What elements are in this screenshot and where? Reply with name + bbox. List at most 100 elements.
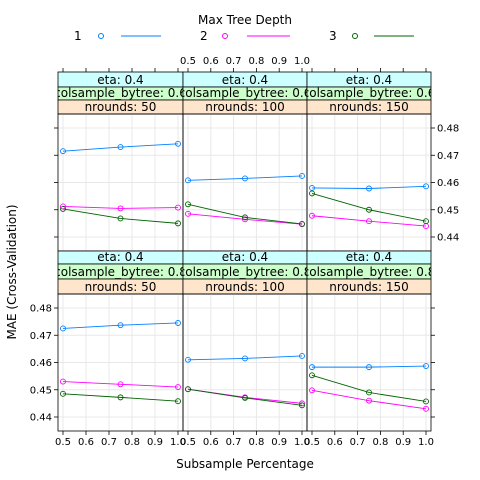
data-point-3 (423, 398, 429, 405)
series-line-1 (187, 175, 303, 181)
series-line-2 (187, 388, 303, 404)
data-point-2 (242, 216, 248, 223)
strip-eta-label: eta: 0.4 (222, 250, 268, 264)
strip-nrounds-label: nrounds: 150 (329, 280, 408, 294)
data-point-3 (117, 215, 124, 222)
data-point-3 (242, 394, 248, 401)
data-point-2 (117, 205, 124, 212)
y-tick-label: 0.46 (30, 358, 52, 369)
data-point-3 (185, 201, 191, 208)
x-axis-label: Subsample Percentage (176, 457, 314, 471)
x-tick-label: 0.9 (271, 56, 287, 67)
data-point-3 (366, 206, 372, 213)
data-point-3 (299, 402, 305, 409)
series-line-2 (311, 215, 427, 227)
data-point-2 (60, 378, 66, 385)
data-point-3 (366, 389, 372, 396)
data-point-2 (309, 212, 315, 219)
data-point-1 (309, 364, 315, 371)
series-line-1 (187, 355, 303, 361)
x-tick-label: 0.7 (101, 437, 117, 448)
y-axis-label: MAE (Cross-Validation) (5, 204, 19, 339)
strip-eta-label: eta: 0.4 (97, 250, 143, 264)
x-tick-label: 1.0 (418, 437, 434, 448)
strip-colsample-label: colsample_bytree: 0.6 (54, 86, 187, 100)
legend-label-1: 1 (74, 29, 82, 43)
x-tick-label: 1.0 (294, 56, 310, 67)
y-tick-label: 0.48 (30, 304, 52, 315)
x-tick-label: 0.8 (124, 437, 140, 448)
data-point-3 (423, 218, 429, 225)
legend-marker-2 (222, 33, 228, 39)
data-point-1 (299, 353, 305, 359)
x-tick-label: 0.8 (248, 56, 264, 67)
data-point-2 (175, 384, 181, 390)
data-point-1 (185, 177, 191, 184)
x-tick-label: 0.9 (147, 437, 163, 448)
series-line-2 (311, 389, 427, 410)
data-point-1 (366, 364, 372, 371)
y-tick-label: 0.45 (437, 205, 459, 216)
x-tick-label: 1.0 (170, 437, 186, 448)
data-point-1 (60, 148, 66, 155)
x-tick-label: 0.6 (203, 56, 219, 67)
x-tick-label: 0.5 (180, 437, 196, 448)
legend-title: Max Tree Depth (198, 13, 292, 27)
data-point-1 (242, 175, 248, 182)
x-tick-label: 0.7 (226, 437, 242, 448)
data-point-1 (185, 356, 191, 363)
strip-colsample-label: colsample_bytree: 0.8 (179, 265, 312, 279)
x-tick-label: 0.7 (350, 437, 366, 448)
legend-marker-3 (352, 33, 358, 39)
strip-eta-label: eta: 0.4 (346, 73, 392, 87)
data-point-3 (175, 398, 181, 405)
series-line-3 (187, 203, 303, 225)
strip-colsample-label: colsample_bytree: 0.8 (54, 265, 187, 279)
data-point-1 (117, 322, 124, 329)
series-line-3 (62, 393, 179, 402)
data-point-3 (299, 220, 305, 227)
x-tick-label: 0.5 (304, 437, 320, 448)
y-tick-label: 0.46 (437, 178, 459, 189)
x-tick-label: 0.6 (203, 437, 219, 448)
x-tick-label: 1.0 (294, 437, 310, 448)
legend: Max Tree Depth 1 2 3 (74, 13, 414, 43)
strip-eta-label: eta: 0.4 (222, 73, 268, 87)
x-tick-label: 0.5 (180, 56, 196, 67)
x-tick-label: 0.6 (327, 437, 343, 448)
data-point-3 (309, 372, 315, 379)
strip-nrounds-label: nrounds: 100 (205, 280, 284, 294)
data-point-1 (299, 173, 305, 179)
data-point-3 (185, 386, 191, 393)
data-point-2 (366, 397, 372, 404)
x-tick-label: 0.8 (372, 437, 388, 448)
series-line-1 (311, 185, 427, 189)
x-tick-label: 0.9 (395, 437, 411, 448)
y-tick-label: 0.48 (437, 124, 459, 135)
x-tick-label: 0.8 (248, 437, 264, 448)
data-point-1 (60, 325, 66, 332)
data-point-2 (175, 204, 181, 211)
data-point-1 (423, 363, 429, 369)
series-line-3 (311, 192, 427, 222)
y-tick-label: 0.45 (30, 385, 52, 396)
strip-eta-label: eta: 0.4 (346, 250, 392, 264)
legend-label-3: 3 (329, 29, 337, 43)
data-point-1 (242, 355, 248, 362)
legend-marker-1 (98, 33, 104, 39)
series-line-2 (187, 213, 303, 225)
data-point-2 (117, 381, 124, 388)
x-tick-label: 0.9 (271, 437, 287, 448)
series-line-2 (62, 381, 179, 388)
x-tick-label: 0.6 (78, 437, 94, 448)
strip-nrounds-label: nrounds: 50 (85, 280, 157, 294)
y-tick-label: 0.44 (30, 413, 52, 424)
data-point-1 (175, 140, 181, 147)
y-tick-label: 0.47 (437, 151, 459, 162)
x-tick-label: 0.7 (226, 56, 242, 67)
series-line-1 (62, 143, 179, 152)
data-point-2 (185, 210, 191, 217)
